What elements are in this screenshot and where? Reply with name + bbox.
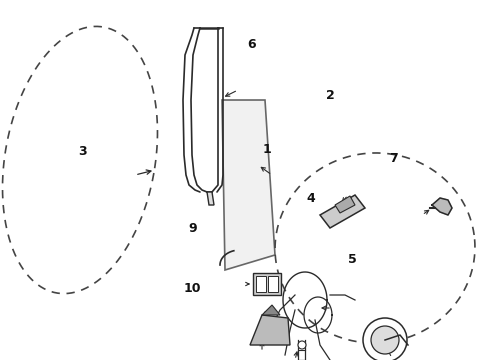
Text: 7: 7 — [390, 152, 398, 165]
Circle shape — [363, 318, 407, 360]
Polygon shape — [432, 198, 452, 215]
Polygon shape — [207, 192, 214, 205]
Text: 8: 8 — [262, 310, 271, 323]
Circle shape — [298, 341, 306, 349]
Polygon shape — [222, 100, 275, 270]
Text: 2: 2 — [326, 89, 335, 102]
Text: 6: 6 — [247, 39, 256, 51]
Bar — [253, 273, 281, 295]
Text: 4: 4 — [306, 192, 315, 204]
Text: 5: 5 — [348, 253, 357, 266]
Circle shape — [371, 326, 399, 354]
Bar — [256, 276, 266, 292]
Polygon shape — [335, 196, 355, 213]
Bar — [268, 276, 278, 292]
Text: 10: 10 — [184, 282, 201, 294]
Polygon shape — [262, 305, 280, 315]
Text: 9: 9 — [189, 222, 197, 235]
Text: 3: 3 — [78, 145, 87, 158]
Text: 1: 1 — [262, 143, 271, 156]
Polygon shape — [320, 195, 365, 228]
Polygon shape — [250, 315, 290, 345]
